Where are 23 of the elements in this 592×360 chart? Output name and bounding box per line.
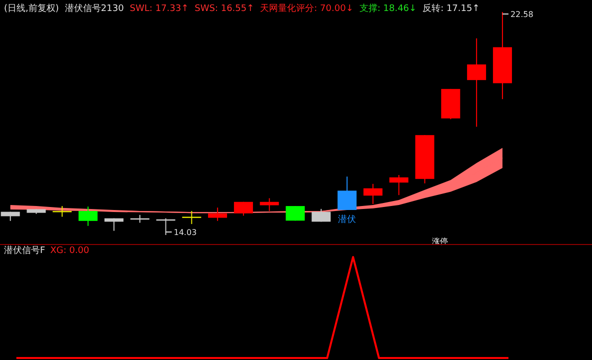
chart-subtitle: 潜伏信号2130 [64, 3, 124, 14]
candlestick [467, 38, 486, 128]
candlestick [286, 206, 305, 222]
annotation: 14.03 [174, 228, 197, 237]
candlestick [208, 207, 228, 222]
chart-title: 潜伏信号F [4, 245, 46, 256]
annotation: 支撑: 18.46↓ [359, 3, 417, 14]
candlestick [312, 208, 331, 222]
candlestick [182, 210, 202, 225]
annotation: SWL: 17.33↑ [130, 4, 189, 14]
annotation: SWS: 16.55↑ [194, 4, 254, 14]
candlestick [363, 183, 382, 204]
annotation: 22.58 [510, 10, 534, 19]
candlestick [260, 198, 279, 212]
chart-title: (日线,前复权) [4, 3, 59, 14]
annotation: 天网量化评分: 70.00↓ [260, 3, 354, 14]
candlestick [389, 174, 408, 196]
candlestick [78, 206, 98, 226]
annotation: 反转: 17.15↑ [422, 3, 480, 14]
candlestick [234, 201, 253, 216]
text: XG: 0.00 [50, 246, 90, 256]
annotation: 潜伏 [338, 214, 356, 225]
candlestick [338, 176, 357, 210]
